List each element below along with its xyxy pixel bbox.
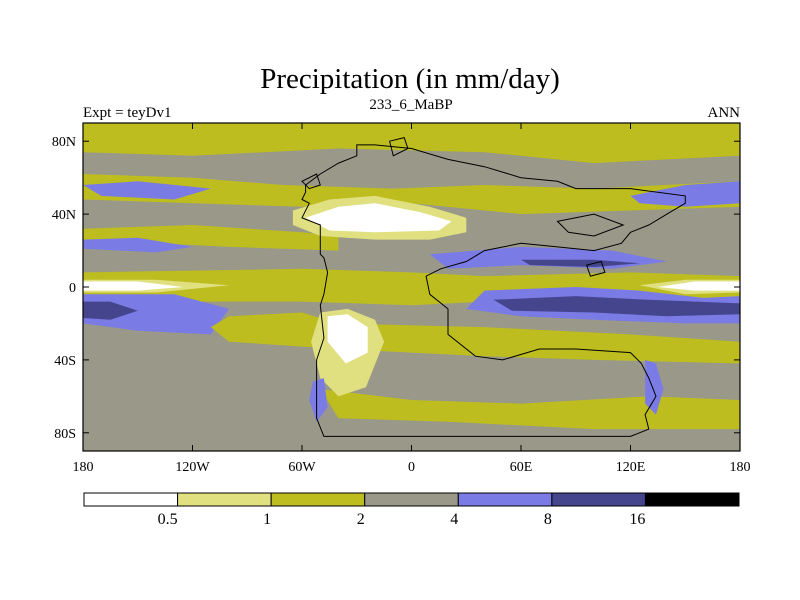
x-axis-ticks: 180 120W 60W 0 60E 120E 180 (73, 123, 751, 475)
region-southern-high-band (320, 389, 740, 430)
region-south-east-coast-wet (645, 359, 664, 415)
region-west-south-wet (83, 294, 229, 335)
y-tick-label: 40S (54, 354, 76, 369)
region-south-west-coast-wet (309, 378, 328, 422)
colorbar-swatch (644, 492, 740, 507)
region-north-polar-band (83, 123, 740, 164)
x-tick-label: 60E (510, 460, 533, 475)
colorbar-label: 16 (629, 511, 645, 528)
colorbar-label: 2 (357, 511, 365, 528)
region-pangea-south-interior-desert (327, 314, 368, 364)
region-pangea-north-interior-desert (305, 203, 452, 233)
region-north-subtropics (83, 225, 339, 251)
x-tick-label: 180 (730, 460, 751, 475)
experiment-label: Expt = teyDv1 (83, 105, 171, 121)
x-tick-label: 60W (288, 460, 316, 475)
colorbar-swatch (364, 492, 459, 507)
y-tick-label: 80S (54, 427, 76, 442)
y-tick-label: 0 (69, 281, 76, 296)
outline-north-island (388, 137, 409, 157)
age-label: 233_6_MaBP (369, 97, 452, 113)
outline-east-islands (586, 260, 606, 277)
colorbar-swatch (177, 492, 272, 507)
y-tick-label: 80N (52, 135, 76, 150)
colorbar-label: 8 (544, 511, 552, 528)
region-northern-midlatitude-band (83, 174, 740, 215)
region-east-tropical-core (521, 259, 640, 267)
colorbar-swatch (270, 492, 366, 507)
region-east-equatorial-core (493, 296, 740, 317)
outline-east-block (556, 213, 625, 237)
outline-pangea-coastline (301, 144, 686, 437)
colorbar-label: 4 (450, 511, 458, 528)
colorbar-label: 0.5 (158, 511, 178, 528)
y-tick-label: 40N (52, 208, 76, 223)
region-north-atlantic-wet (630, 181, 740, 207)
colorbar: 0.5 1 2 4 8 16 (83, 492, 740, 528)
colorbar-swatch (457, 492, 553, 507)
y-axis-ticks: 80N 40N 0 40S 80S (52, 135, 740, 442)
season-label: ANN (708, 105, 741, 121)
region-equatorial-dry-east-core (657, 281, 740, 291)
colorbar-label: 1 (263, 511, 271, 528)
x-tick-label: 120E (616, 460, 646, 475)
outline-west-islands (301, 173, 321, 190)
colorbar-swatch (83, 492, 179, 507)
x-tick-label: 180 (73, 460, 94, 475)
x-tick-label: 0 (408, 460, 415, 475)
colorbar-swatch (551, 492, 646, 507)
x-tick-label: 120W (175, 460, 210, 475)
region-equatorial-dry-west-core (83, 281, 184, 291)
region-west-south-core (83, 301, 138, 320)
chart-title: Precipitation (in mm/day) (260, 63, 560, 95)
region-north-pacific-wet (83, 181, 211, 200)
contour-fills (83, 123, 740, 451)
region-north-subtropical-wet (83, 237, 193, 253)
coastlines (301, 137, 686, 437)
